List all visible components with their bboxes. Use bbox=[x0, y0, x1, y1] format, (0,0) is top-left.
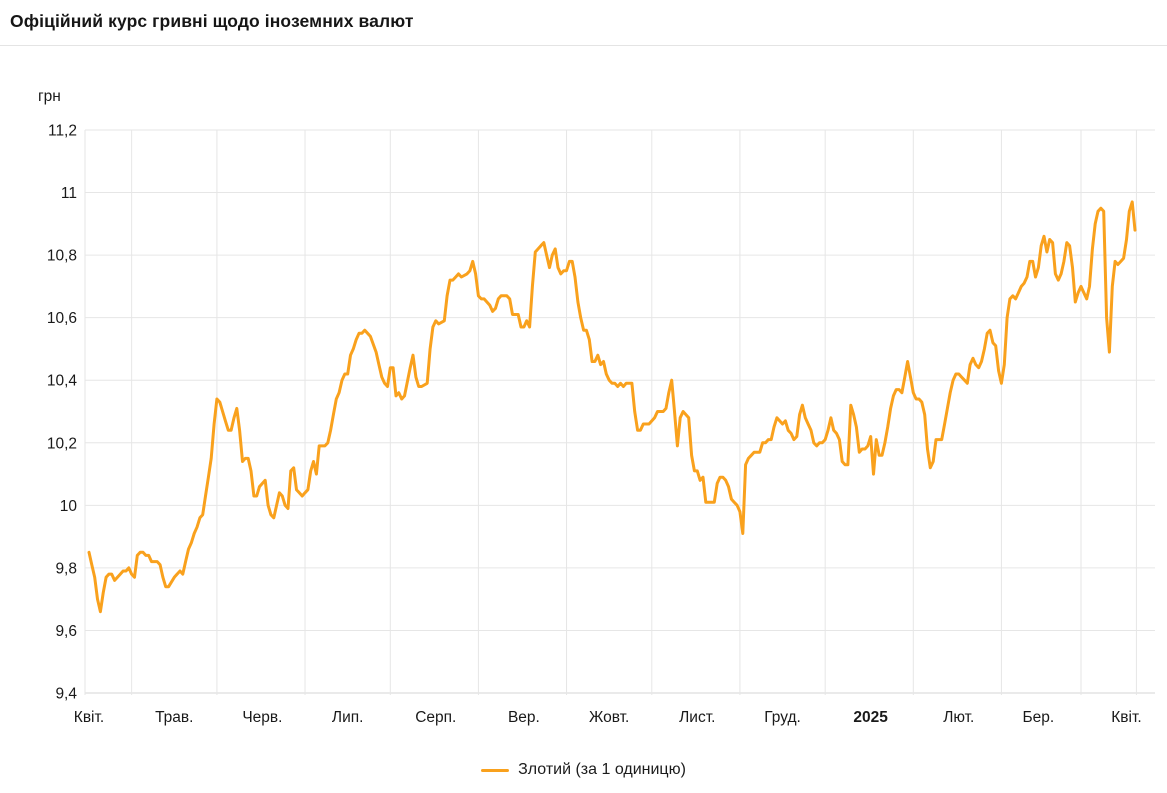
x-tick-label-Трав.: Трав. bbox=[155, 709, 193, 726]
x-tick-label-Квіт.: Квіт. bbox=[74, 709, 104, 726]
y-tick-label: 11 bbox=[61, 185, 77, 202]
y-tick-label: 9,8 bbox=[55, 560, 77, 577]
x-tick-label-Лип.: Лип. bbox=[332, 709, 364, 726]
y-tick-label: 10,2 bbox=[47, 435, 77, 452]
chart-svg: 11,2 11 10,8 10,6 10,4 10,2 10 9,8 9,6 9,4 Квіт. Тр… bbox=[47, 123, 1155, 726]
x-axis-tick-labels: Квіт. Трав. Черв. Лип. Серп. Вер. Жовт. Лист. Гр… bbox=[74, 709, 1142, 726]
page-header: Офіційний курс гривні щодо іноземних вал… bbox=[0, 0, 1167, 46]
y-axis-unit-label: грн bbox=[38, 88, 61, 105]
x-tick-label-Лют.: Лют. bbox=[943, 709, 974, 726]
x-tick-label-Серп.: Серп. bbox=[415, 709, 456, 726]
y-tick-label: 10,4 bbox=[47, 373, 78, 390]
legend-item-label[interactable]: Злотий (за 1 одиницю) bbox=[518, 761, 686, 778]
page-title: Офіційний курс гривні щодо іноземних вал… bbox=[10, 11, 414, 31]
gridlines bbox=[84, 129, 1155, 695]
y-tick-label: 10,8 bbox=[47, 248, 77, 265]
x-tick-label-Жовт.: Жовт. bbox=[589, 709, 629, 726]
x-tick-label-Вер.: Вер. bbox=[508, 709, 540, 726]
y-tick-label: 10,6 bbox=[47, 310, 77, 327]
y-tick-label: 9,6 bbox=[55, 623, 77, 640]
legend-line-swatch[interactable] bbox=[481, 768, 510, 772]
y-axis-tick-labels: 11,2 11 10,8 10,6 10,4 10,2 10 9,8 9,6 9,4 bbox=[47, 123, 78, 703]
x-tick-label-Квіт.: Квіт. bbox=[1111, 709, 1141, 726]
chart-legend: Злотий (за 1 одиницю) bbox=[0, 761, 1167, 779]
x-tick-label-Груд.: Груд. bbox=[764, 709, 801, 726]
x-tick-label-Лист.: Лист. bbox=[679, 709, 715, 726]
exchange-rate-chart: грн 11,2 11 10,8 10,6 10,4 10,2 10 9,8 9,6 9,4 Кві… bbox=[0, 58, 1167, 793]
x-tick-label-2025: 2025 bbox=[853, 709, 888, 726]
x-tick-label-Черв.: Черв. bbox=[242, 709, 282, 726]
x-tick-label-Бер.: Бер. bbox=[1022, 709, 1054, 726]
y-tick-label: 10 bbox=[60, 498, 78, 515]
y-tick-label: 9,4 bbox=[55, 686, 77, 703]
series-line-zloty[interactable] bbox=[87, 200, 1137, 614]
y-tick-label: 11,2 bbox=[48, 123, 77, 140]
